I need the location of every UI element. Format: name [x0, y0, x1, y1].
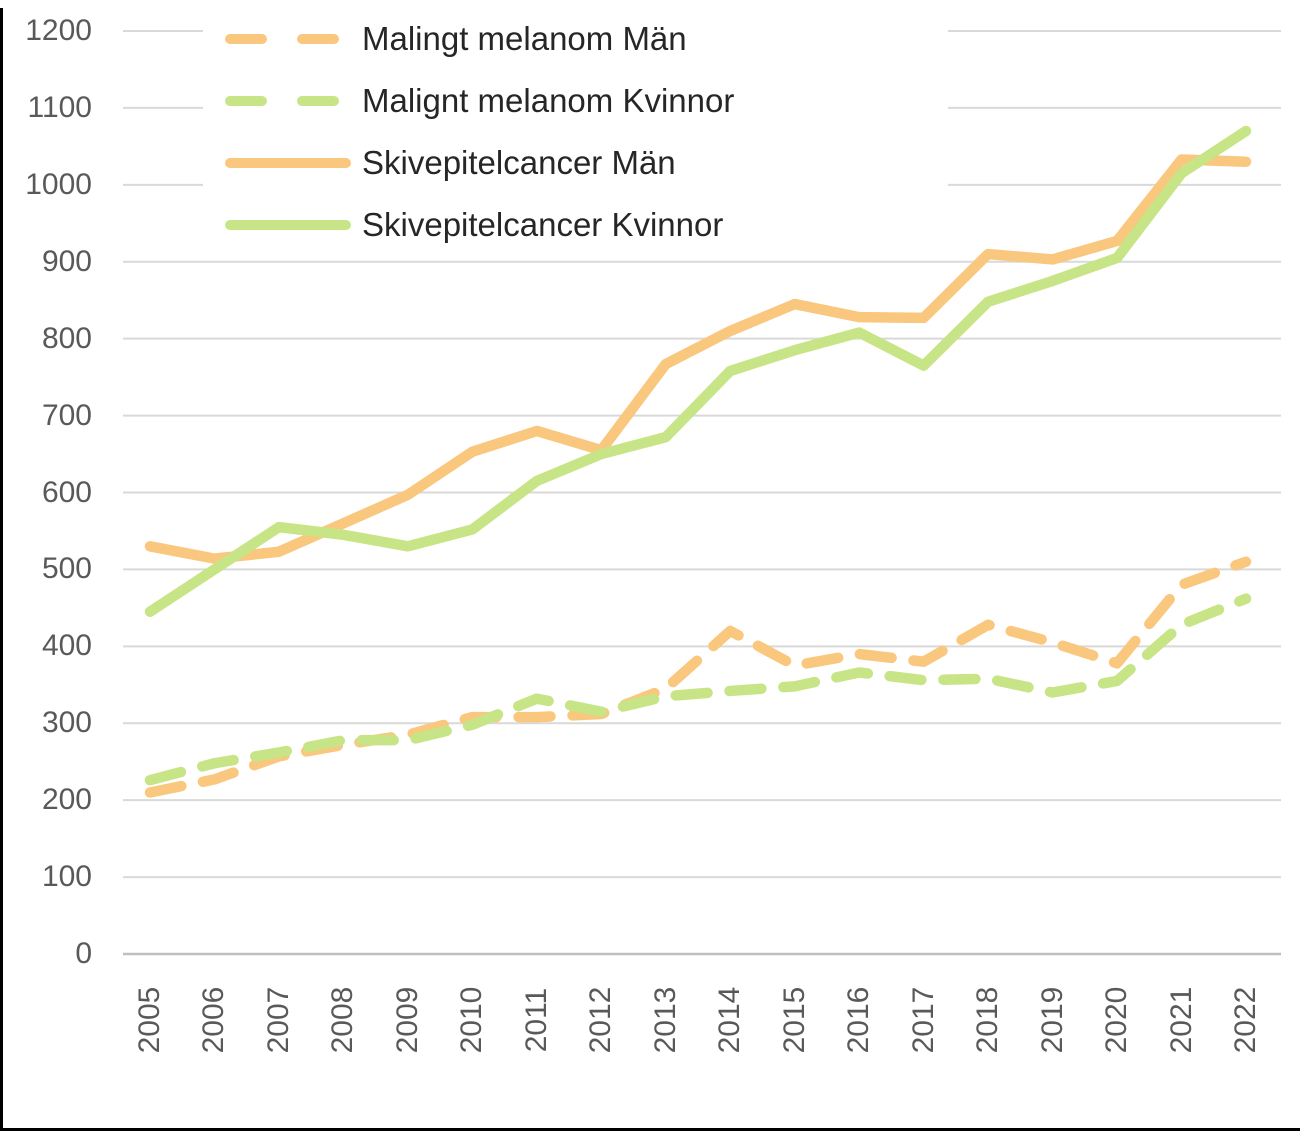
y-tick-label: 800 [41, 321, 92, 355]
legend-label: Skivepitelcancer Män [362, 143, 676, 181]
x-tick-label: 2020 [1100, 986, 1134, 1054]
y-tick-label: 0 [75, 937, 92, 970]
screenshot-border-bottom [0, 1128, 1300, 1131]
legend-label: Malignt melanom Kvinnor [362, 81, 735, 119]
legend-item-skivepitelcancer-man: Skivepitelcancer Män [203, 132, 948, 194]
x-tick-label: 2007 [261, 986, 295, 1054]
y-tick-label: 900 [41, 244, 92, 278]
x-tick-label: 2021 [1164, 986, 1198, 1054]
series-line-skivepitelcancer-m-n [144, 154, 1252, 564]
x-tick-label: 2005 [133, 986, 166, 1054]
x-tick-label: 2019 [1035, 986, 1069, 1054]
series-line-skivepitelcancer-kvinnor [144, 125, 1252, 617]
x-tick-label: 2009 [390, 986, 424, 1054]
dashed-line-swatch-icon [225, 96, 362, 106]
x-tick-label: 2022 [1228, 986, 1262, 1054]
dashed-line-swatch-icon [225, 34, 362, 44]
x-tick-label: 2015 [777, 986, 811, 1054]
legend-label: Malingt melanom Män [362, 19, 687, 57]
series-line-malingt-melanom-m-n [144, 556, 1252, 798]
legend-dash [297, 96, 339, 106]
x-tick-label: 2006 [197, 986, 231, 1054]
y-tick-label: 200 [41, 783, 92, 817]
legend-item-malingt-melanom-man: Malingt melanom Män [203, 8, 948, 70]
y-tick-label: 1000 [25, 167, 92, 201]
y-tick-label: 1100 [27, 90, 92, 124]
y-tick-label: 700 [41, 398, 92, 432]
y-tick-label: 500 [41, 552, 92, 586]
x-tick-label: 2010 [455, 986, 489, 1054]
y-tick-label: 1200 [25, 14, 92, 47]
legend-dash [225, 34, 267, 44]
x-tick-label: 2017 [906, 986, 940, 1054]
series-line-malignt-melanom-kvinnor [144, 593, 1252, 786]
y-tick-label: 300 [41, 706, 92, 740]
x-tick-label: 2008 [326, 986, 360, 1054]
solid-line-swatch-icon [225, 220, 362, 230]
chart-legend: Malingt melanom Män Malignt melanom Kvin… [203, 8, 948, 256]
x-tick-label: 2011 [519, 987, 553, 1053]
x-tick-label: 2014 [713, 986, 747, 1054]
x-tick-label: 2016 [842, 986, 876, 1054]
legend-bar [225, 158, 351, 168]
legend-item-skivepitelcancer-kvinnor: Skivepitelcancer Kvinnor [203, 194, 948, 256]
x-tick-label: 2018 [971, 986, 1005, 1054]
screenshot-border-left [0, 8, 3, 1131]
solid-line-swatch-icon [225, 158, 362, 168]
y-tick-label: 100 [41, 860, 92, 894]
legend-label: Skivepitelcancer Kvinnor [362, 205, 724, 243]
x-tick-label: 2013 [648, 986, 682, 1054]
legend-bar [225, 220, 351, 230]
x-tick-label: 2012 [584, 986, 618, 1054]
legend-item-malignt-melanom-kvinnor: Malignt melanom Kvinnor [203, 70, 948, 132]
legend-dash [297, 34, 339, 44]
y-tick-label: 600 [41, 475, 92, 509]
y-tick-label: 400 [41, 629, 92, 663]
legend-dash [225, 96, 267, 106]
